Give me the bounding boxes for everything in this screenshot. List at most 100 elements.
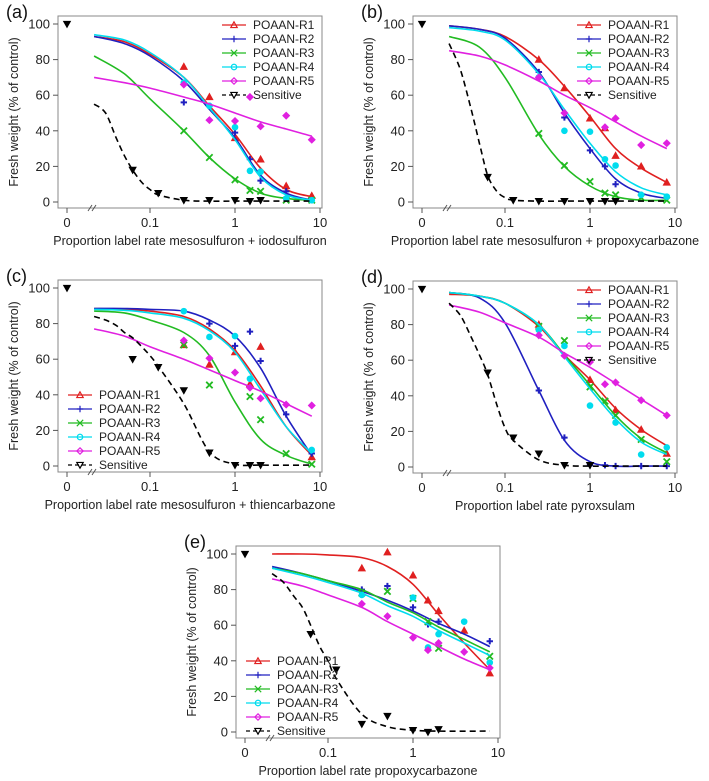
- legend-marker-icon: [584, 76, 594, 86]
- legend-item: POAAN-R3: [577, 46, 670, 60]
- data-point: [246, 186, 254, 195]
- data-point: [663, 444, 671, 451]
- data-point: [423, 646, 433, 655]
- data-point: [612, 419, 619, 426]
- legend-marker-icon: [75, 390, 85, 399]
- data-point: [384, 582, 391, 590]
- x-tick-label: 10: [313, 215, 327, 230]
- series-poaan-r5: [271, 578, 494, 672]
- data-point: [205, 449, 214, 458]
- x-axis-label: Proportion label rate mesosulfuron + iod…: [53, 234, 326, 248]
- data-point: [205, 354, 214, 363]
- series-poaan-r5: [448, 49, 671, 150]
- y-tick-label: 20: [391, 424, 405, 439]
- data-point: [154, 189, 163, 198]
- x-tick-label: 0.1: [496, 480, 514, 495]
- legend-item: POAAN-R4: [577, 60, 670, 74]
- data-point: [282, 400, 291, 409]
- data-point: [307, 452, 316, 461]
- legend-marker-icon: [585, 63, 593, 71]
- legend-marker-icon: [584, 341, 594, 351]
- x-axis-label: Proportion label rate propoxycarbazone: [259, 764, 478, 778]
- legend-item: POAAN-R2: [222, 32, 315, 46]
- legend-marker-icon: [254, 699, 262, 707]
- data-point: [435, 630, 442, 638]
- panel-d: (d) 0 20 40 60 80 100 0 0.1 1 10 Proportion label r…: [361, 267, 682, 513]
- y-tick-label: 20: [36, 159, 50, 174]
- legend-item: POAAN-R4: [68, 430, 161, 444]
- panel-c: (c) 0 20 40 60 80 100 0 0.1 1 10 Proportion label r…: [6, 266, 335, 512]
- legend-marker-icon: [230, 35, 238, 43]
- data-point: [245, 197, 255, 206]
- data-point: [612, 162, 619, 169]
- y-tick-label: 100: [383, 17, 405, 32]
- data-point: [179, 80, 188, 89]
- data-point: [257, 168, 264, 176]
- data-point: [308, 196, 316, 204]
- data-point: [560, 108, 569, 118]
- panel-label: (e): [184, 532, 206, 552]
- legend-marker-icon: [254, 685, 262, 693]
- y-tick-label: 20: [36, 423, 50, 438]
- data-point: [485, 668, 494, 677]
- plot-frame: [57, 15, 323, 209]
- data-point: [637, 140, 646, 150]
- axis-break-mark: [87, 468, 97, 476]
- x-tick-label: 0.1: [496, 215, 514, 230]
- data-point: [636, 425, 646, 433]
- series-poaan-r5: [93, 328, 316, 417]
- y-tick-label: 40: [36, 123, 50, 138]
- panel-label: (d): [361, 267, 383, 287]
- data-point: [206, 320, 213, 327]
- legend-label: Sensitive: [608, 88, 657, 102]
- data-point: [561, 342, 568, 350]
- legend-item: Sensitive: [246, 724, 326, 738]
- legend-marker-icon: [253, 727, 263, 736]
- y-axis-label: Fresh weight (% of control): [7, 37, 21, 186]
- data-point: [612, 181, 619, 188]
- legend-item: POAAN-R3: [577, 311, 670, 325]
- legend-label: POAAN-R5: [253, 74, 315, 88]
- legend-item: POAAN-R3: [222, 46, 315, 60]
- fit-curve: [93, 103, 312, 202]
- data-point: [561, 434, 568, 441]
- x-axis-label: Proportion label rate pyroxsulam: [455, 499, 635, 513]
- data-point: [240, 550, 250, 559]
- legend-marker-icon: [584, 356, 594, 365]
- data-point: [560, 462, 569, 470]
- data-point: [230, 116, 240, 126]
- data-point: [282, 111, 291, 120]
- data-point: [611, 114, 620, 123]
- data-point: [282, 449, 291, 458]
- data-point: [281, 181, 291, 190]
- data-point: [601, 462, 609, 469]
- data-point: [611, 151, 620, 159]
- legend-item: POAAN-R2: [68, 402, 161, 416]
- fit-curve: [94, 307, 313, 456]
- legend-marker-icon: [584, 91, 594, 100]
- data-point: [245, 383, 255, 392]
- data-point: [460, 647, 469, 656]
- data-point: [586, 402, 594, 409]
- data-point: [179, 62, 189, 70]
- data-point: [585, 375, 595, 383]
- x-tick-label: 10: [313, 479, 327, 494]
- y-axis-label: Fresh weight (% of control): [362, 302, 376, 451]
- data-point: [434, 606, 443, 615]
- data-point: [246, 328, 254, 335]
- data-point: [560, 83, 569, 92]
- data-point: [435, 618, 442, 625]
- data-point: [205, 153, 214, 162]
- data-point: [205, 197, 214, 205]
- data-point: [246, 375, 254, 383]
- data-point: [637, 396, 646, 405]
- data-point: [534, 55, 544, 63]
- legend-item: POAAN-R1: [246, 654, 339, 668]
- y-axis-label: Fresh weight (% of control): [362, 37, 376, 186]
- legend-label: POAAN-R3: [608, 311, 670, 325]
- data-point: [460, 618, 468, 625]
- data-point: [560, 197, 569, 206]
- legend-marker-icon: [585, 49, 593, 57]
- fit-curve: [271, 567, 491, 653]
- data-point: [423, 595, 433, 604]
